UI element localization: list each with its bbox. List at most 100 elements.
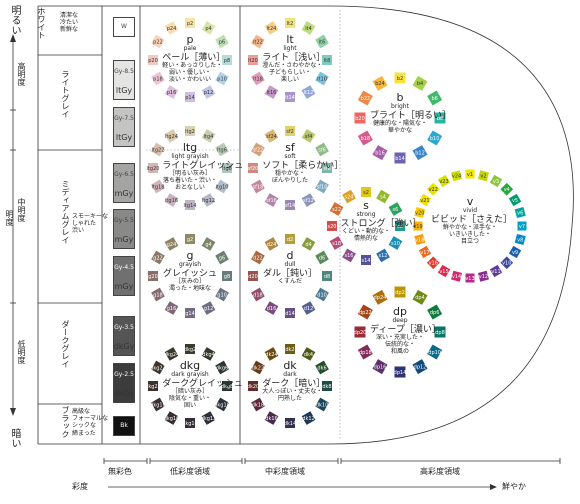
tone-swatch bbox=[148, 381, 158, 391]
tone-swatch bbox=[315, 360, 329, 375]
tone-swatch-label: sf10 bbox=[317, 184, 328, 190]
axis-light-label: 明るい bbox=[9, 5, 20, 35]
tone-swatch-label: g2 bbox=[187, 237, 193, 243]
tone-swatch-label: d4 bbox=[305, 242, 311, 248]
tone-swatch-label: dkg4 bbox=[202, 352, 214, 358]
tone-swatch bbox=[413, 221, 423, 231]
tone-swatch bbox=[451, 270, 463, 282]
col-mid: 中彩度領域 bbox=[265, 467, 305, 476]
tone-swatch bbox=[285, 126, 295, 136]
tone-title-dp: dp deep ディープ［濃い］ 深い・充実した・ 伝統的な・ 和風の bbox=[370, 305, 441, 355]
tone-swatch bbox=[426, 182, 440, 196]
tone-swatch-label: s10 bbox=[391, 241, 400, 247]
tone-swatch bbox=[394, 72, 406, 84]
tone-swatch-label: ltg22 bbox=[152, 147, 165, 153]
tone-ring-sf: sf2 sf4 sf6 sf8 sf10 sf12 sf14 sf16 sf18 sf20 sf22… bbox=[248, 126, 332, 210]
tone-swatch bbox=[394, 366, 406, 378]
tone-swatch-label: g10 bbox=[217, 292, 227, 298]
tone-ja: ビビッド［さえた］ bbox=[431, 215, 513, 226]
tone-swatch bbox=[164, 21, 179, 35]
tone-en: grayish bbox=[178, 261, 202, 269]
tone-swatch-label: dp2 bbox=[395, 290, 405, 296]
tone-swatch-label: g18 bbox=[153, 292, 163, 298]
tone-swatch-label: lt16 bbox=[267, 90, 277, 96]
achromatic-code: Gy-3.5 bbox=[114, 324, 134, 331]
tone-swatch bbox=[264, 85, 279, 99]
tone-swatch bbox=[164, 237, 179, 251]
tone-swatch bbox=[489, 174, 503, 188]
tone-swatch bbox=[427, 90, 443, 106]
achromatic-swatch: Gy-4.5 bbox=[113, 256, 135, 296]
tone-title-v: v vivid ビビッド［さえた］ 鮮やかな・派手な・ いきいきした・ 目立つ bbox=[431, 195, 513, 245]
tone-swatch-label: lt22 bbox=[253, 39, 263, 45]
tone-swatch bbox=[322, 163, 332, 173]
tone-swatch-label: sf14 bbox=[285, 203, 296, 209]
tone-swatch-label: dkg16 bbox=[164, 416, 180, 422]
tone-swatch bbox=[251, 250, 265, 265]
tone-swatch-label: sf12 bbox=[303, 198, 314, 204]
tone-swatch-label: b12 bbox=[415, 150, 425, 156]
tone-ja: ペール［薄い］ bbox=[162, 53, 226, 64]
tone-title-sf: sf soft ソフト［柔らかい］ 穏やかな・ ぼんやりした bbox=[262, 141, 343, 185]
tone-swatch bbox=[315, 71, 329, 86]
tone-swatch-label: dp14 bbox=[394, 370, 407, 376]
tone-swatch bbox=[201, 301, 216, 315]
tone-swatch-label: d6 bbox=[319, 255, 325, 261]
tone-swatch-label: dk20 bbox=[247, 384, 259, 390]
tone-swatch-label: lt20 bbox=[248, 58, 258, 64]
tone-swatch-label: d8 bbox=[324, 274, 330, 280]
tone-swatch-label: ltg20 bbox=[147, 166, 160, 172]
tone-swatch-label: dkg20 bbox=[145, 384, 161, 390]
tone-ja: ディープ［濃い］ bbox=[370, 325, 441, 336]
tone-swatch bbox=[372, 145, 388, 161]
tone-code: s bbox=[363, 199, 369, 212]
tone-swatch-label: dk6 bbox=[317, 365, 326, 371]
tone-code: v bbox=[466, 195, 474, 208]
tone-ring-v: v1 v2v3v4v5v6v7v8v9v10v11v12v13v14v15v16v… bbox=[413, 169, 527, 283]
tone-swatch bbox=[164, 193, 179, 207]
tone-swatch-label: b4 bbox=[417, 81, 423, 87]
tone-swatch bbox=[451, 170, 463, 182]
tone-en: light grayish bbox=[171, 153, 209, 161]
tone-swatch bbox=[164, 411, 179, 425]
tone-swatch-label: dp16 bbox=[374, 364, 387, 370]
tone-swatch bbox=[376, 189, 390, 204]
tone-code: sf bbox=[285, 141, 295, 154]
achromatic-swatch: Bk bbox=[113, 416, 135, 436]
tone-swatch-label: dp12 bbox=[414, 364, 427, 370]
tone-swatch bbox=[357, 130, 373, 146]
tone-desc: 鮮やかな・派手な・ いきいきした・ 目立つ bbox=[442, 224, 497, 245]
tone-desc: くどい・動的な・ 情熱的な bbox=[341, 228, 390, 242]
tone-swatch-label: v13 bbox=[465, 276, 474, 282]
tone-swatch-label: p18 bbox=[153, 76, 163, 82]
tone-swatch bbox=[215, 179, 229, 194]
tone-swatch bbox=[361, 255, 371, 265]
tone-swatch-label: dp18 bbox=[359, 350, 372, 356]
tone-swatch bbox=[222, 163, 232, 173]
axis-low-label: 低明度 bbox=[17, 340, 26, 364]
tone-swatch bbox=[427, 130, 443, 146]
tone-swatch bbox=[517, 221, 527, 231]
tone-swatch bbox=[342, 189, 356, 204]
tone-swatch bbox=[285, 18, 295, 28]
tone-ring-dk: dk2 dk4 dk6 dk8 dk10 dk12 dk14 dk16 dk18 dk20 dk22… bbox=[247, 344, 332, 428]
tone-ring-d: d2 d4 d6 d8 d10 d12 d14 d16 d18 d20 d22 d24 bbox=[248, 234, 332, 318]
tone-swatch-label: v7 bbox=[519, 224, 525, 230]
tone-code: dk bbox=[283, 359, 297, 372]
tone-swatch bbox=[437, 174, 451, 188]
tone-swatch bbox=[215, 71, 229, 86]
tone-swatch-label: p20 bbox=[148, 58, 158, 64]
tone-code: b bbox=[396, 91, 404, 104]
tone-swatch bbox=[372, 359, 388, 375]
tone-swatch bbox=[414, 233, 426, 245]
tone-swatch bbox=[264, 193, 279, 207]
tone-swatch-label: v6 bbox=[517, 210, 523, 216]
tone-swatch bbox=[201, 85, 216, 99]
tone-swatch bbox=[248, 163, 258, 173]
tone-swatch bbox=[215, 142, 229, 157]
tone-swatch-label: v24 bbox=[452, 174, 461, 180]
tone-desc: 軽い・あっさりした・ 弱い・優しい・ 淡い・かわいい bbox=[162, 62, 223, 83]
tone-swatch bbox=[412, 289, 428, 305]
